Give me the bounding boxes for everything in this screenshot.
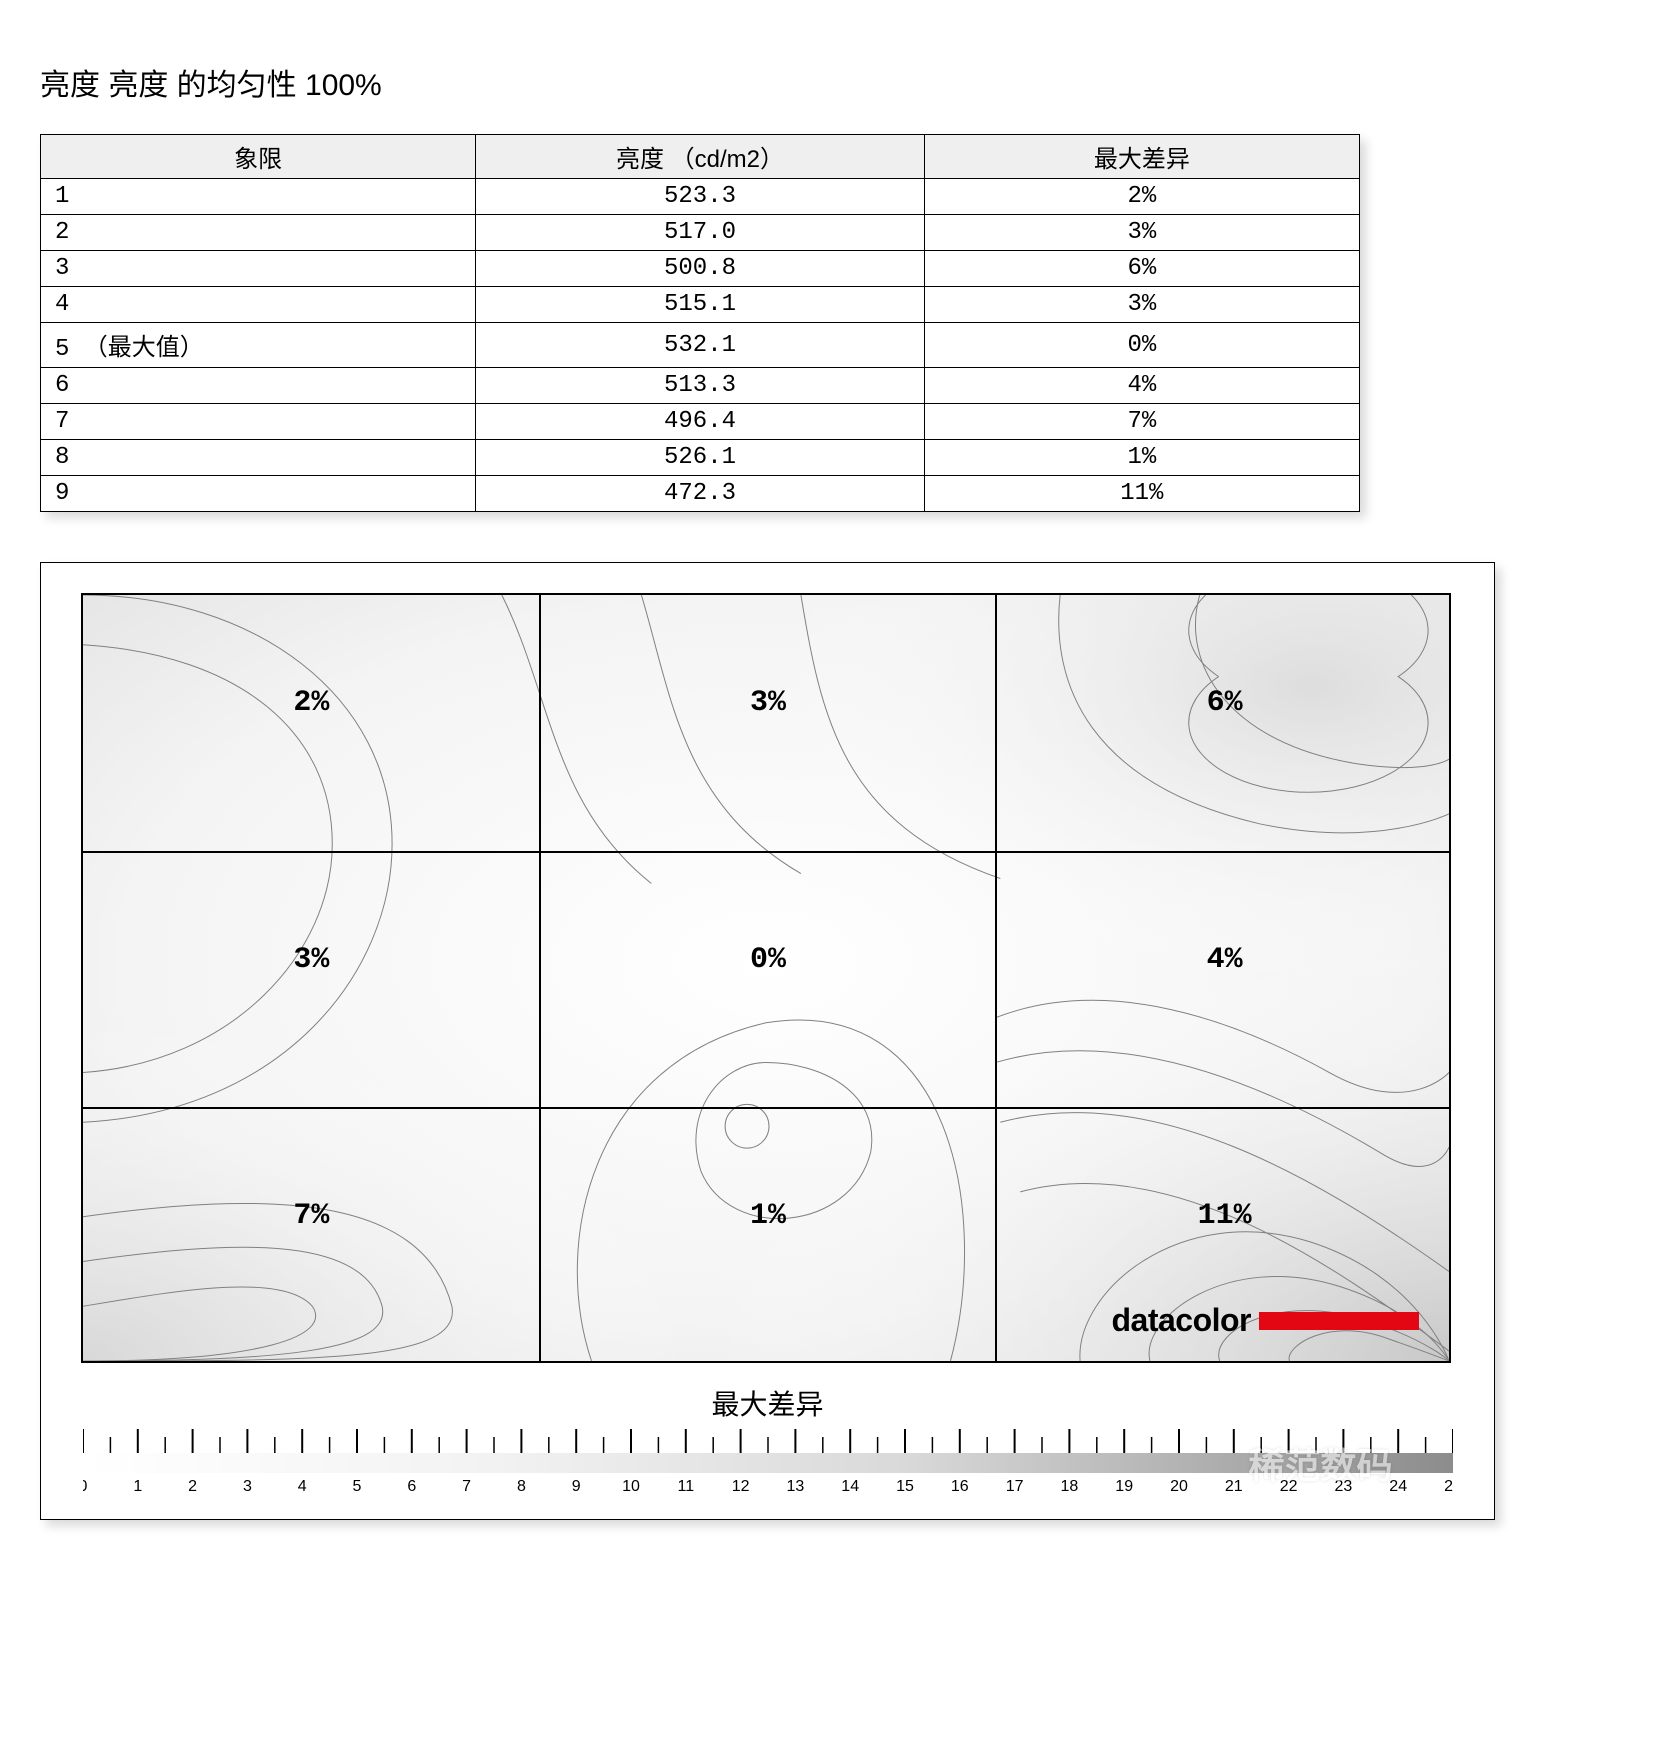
svg-text:4: 4 <box>297 1478 306 1495</box>
table-row: 1523.32% <box>41 179 1360 215</box>
svg-text:0: 0 <box>83 1478 88 1495</box>
table-row: 6513.34% <box>41 368 1360 404</box>
table-cell: 8 <box>41 440 476 476</box>
col-header-deviation: 最大差异 <box>924 135 1359 179</box>
svg-text:19: 19 <box>1115 1478 1133 1495</box>
table-cell: 496.4 <box>476 404 924 440</box>
uniformity-chart-wrap: datacolor 2%3%6%3%0%4%7%1%11% 最大差异 01234… <box>40 562 1495 1520</box>
datacolor-brand: datacolor <box>1111 1302 1419 1339</box>
svg-text:24: 24 <box>1389 1478 1407 1495</box>
legend-svg: 0123456789101112131415161718192021222324… <box>83 1429 1453 1499</box>
svg-text:8: 8 <box>516 1478 525 1495</box>
svg-text:16: 16 <box>950 1478 968 1495</box>
table-row: 7496.47% <box>41 404 1360 440</box>
table-row: 8526.11% <box>41 440 1360 476</box>
table-cell: 0% <box>924 323 1359 368</box>
grid-line-vertical <box>539 595 541 1363</box>
table-cell: 6 <box>41 368 476 404</box>
cell-deviation-label: 0% <box>750 943 786 977</box>
table-cell: 3% <box>924 215 1359 251</box>
svg-text:11: 11 <box>677 1478 694 1495</box>
table-cell: 4% <box>924 368 1359 404</box>
svg-text:18: 18 <box>1060 1478 1078 1495</box>
table-row: 3500.86% <box>41 251 1360 287</box>
table-cell: 7% <box>924 404 1359 440</box>
table-header-row: 象限 亮度 （cd/m2） 最大差异 <box>41 135 1360 179</box>
legend-bar: 0123456789101112131415161718192021222324… <box>83 1429 1453 1499</box>
svg-text:1: 1 <box>133 1478 142 1495</box>
table-cell: 500.8 <box>476 251 924 287</box>
table-cell: 5 （最大值） <box>41 323 476 368</box>
table-cell: 2 <box>41 215 476 251</box>
table-cell: 1% <box>924 440 1359 476</box>
table-cell: 6% <box>924 251 1359 287</box>
grid-line-horizontal <box>83 1107 1451 1109</box>
table-cell: 2% <box>924 179 1359 215</box>
page-title: 亮度 亮度 的均匀性 100% <box>40 60 1633 104</box>
svg-text:13: 13 <box>786 1478 804 1495</box>
table-cell: 526.1 <box>476 440 924 476</box>
table-cell: 3 <box>41 251 476 287</box>
cell-deviation-label: 4% <box>1207 943 1243 977</box>
cell-deviation-label: 11% <box>1198 1199 1252 1233</box>
table-cell: 517.0 <box>476 215 924 251</box>
svg-text:22: 22 <box>1279 1478 1297 1495</box>
svg-text:21: 21 <box>1224 1478 1242 1495</box>
table-cell: 3% <box>924 287 1359 323</box>
svg-text:2: 2 <box>188 1478 197 1495</box>
table-row: 4515.13% <box>41 287 1360 323</box>
cell-deviation-label: 7% <box>293 1199 329 1233</box>
svg-text:20: 20 <box>1170 1478 1188 1495</box>
cell-deviation-label: 1% <box>750 1199 786 1233</box>
table-cell: 9 <box>41 476 476 512</box>
svg-text:5: 5 <box>352 1478 361 1495</box>
grid-line-vertical <box>995 595 997 1363</box>
svg-text:15: 15 <box>896 1478 914 1495</box>
legend-title: 最大差异 <box>81 1383 1454 1423</box>
luminance-table-wrap: 象限 亮度 （cd/m2） 最大差异 1523.32%2517.03%3500.… <box>40 134 1360 512</box>
col-header-quadrant: 象限 <box>41 135 476 179</box>
svg-text:3: 3 <box>242 1478 251 1495</box>
brand-text: datacolor <box>1111 1302 1251 1339</box>
cell-deviation-label: 2% <box>293 686 329 720</box>
svg-text:17: 17 <box>1005 1478 1023 1495</box>
table-cell: 472.3 <box>476 476 924 512</box>
table-row: 2517.03% <box>41 215 1360 251</box>
table-cell: 4 <box>41 287 476 323</box>
uniformity-heatmap: datacolor 2% 3% 6% 3% 0% 4% 7% 1% 11% <box>81 593 1451 1363</box>
grid-line-horizontal <box>83 851 1451 853</box>
luminance-table: 象限 亮度 （cd/m2） 最大差异 1523.32%2517.03%3500.… <box>40 134 1360 512</box>
svg-text:10: 10 <box>622 1478 640 1495</box>
table-cell: 11% <box>924 476 1359 512</box>
brand-bar-icon <box>1259 1312 1419 1330</box>
table-row: 9472.311% <box>41 476 1360 512</box>
table-cell: 513.3 <box>476 368 924 404</box>
cell-deviation-label: 3% <box>750 686 786 720</box>
table-cell: 7 <box>41 404 476 440</box>
svg-text:14: 14 <box>841 1478 859 1495</box>
table-row: 5 （最大值）532.10% <box>41 323 1360 368</box>
table-cell: 1 <box>41 179 476 215</box>
table-cell: 515.1 <box>476 287 924 323</box>
col-header-luminance: 亮度 （cd/m2） <box>476 135 924 179</box>
cell-deviation-label: 3% <box>293 943 329 977</box>
legend-wrap: 最大差异 01234567891011121314151617181920212… <box>81 1383 1454 1499</box>
svg-text:7: 7 <box>462 1478 471 1495</box>
table-cell: 523.3 <box>476 179 924 215</box>
svg-text:25: 25 <box>1444 1478 1453 1495</box>
svg-text:9: 9 <box>571 1478 580 1495</box>
svg-text:23: 23 <box>1334 1478 1352 1495</box>
table-cell: 532.1 <box>476 323 924 368</box>
svg-text:6: 6 <box>407 1478 416 1495</box>
cell-deviation-label: 6% <box>1207 686 1243 720</box>
svg-text:12: 12 <box>731 1478 749 1495</box>
